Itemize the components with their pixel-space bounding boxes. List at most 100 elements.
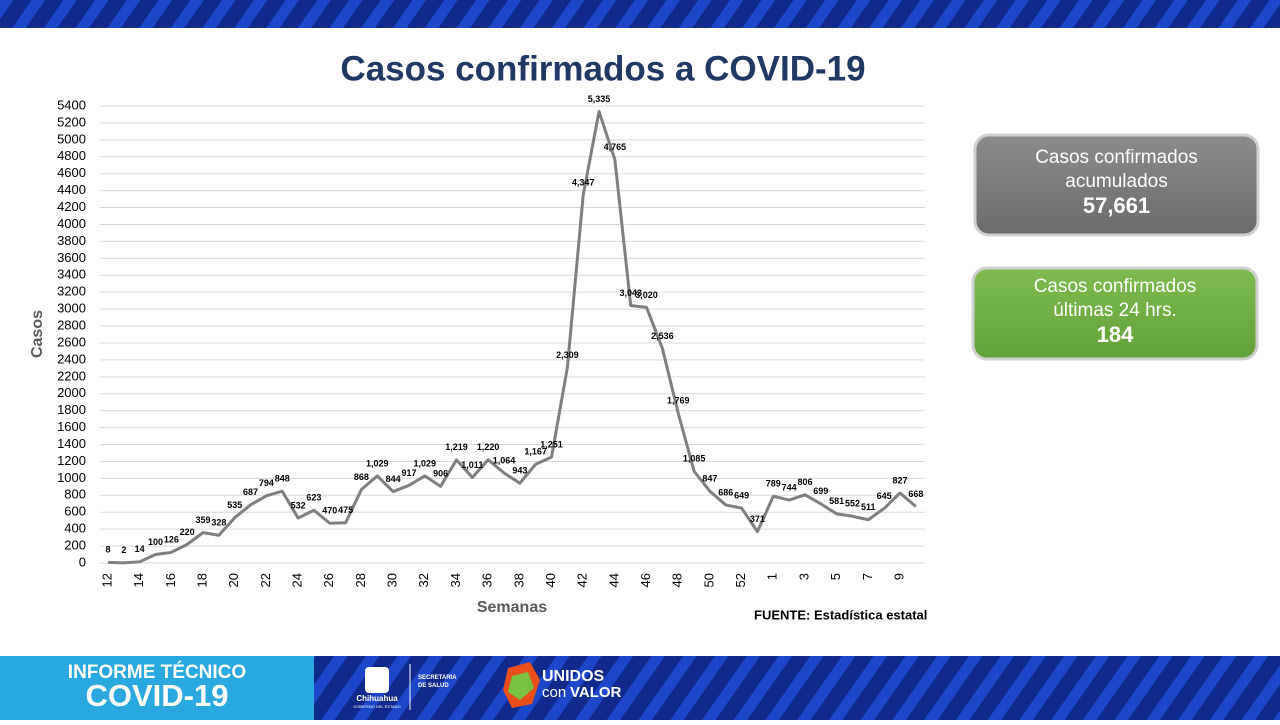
data-label: 8 bbox=[105, 545, 110, 555]
secretariat: SECRETARÍA DE SALUD bbox=[418, 675, 457, 689]
data-label: 220 bbox=[180, 527, 195, 537]
state-map-icon bbox=[508, 672, 534, 700]
y-axis-label: Casos bbox=[29, 310, 46, 358]
y-tick-label: 4800 bbox=[57, 148, 86, 163]
data-label: 100 bbox=[148, 537, 163, 547]
data-label: 4,347 bbox=[572, 177, 595, 187]
data-label: 552 bbox=[845, 499, 860, 509]
data-label: 3,043 bbox=[619, 288, 642, 298]
data-label: 687 bbox=[243, 487, 258, 497]
panel-text: Casos confirmados últimas 24 hrs. 184 bbox=[978, 272, 1252, 347]
y-tick-label: 4400 bbox=[57, 182, 86, 197]
y-tick-label: 2800 bbox=[57, 317, 86, 332]
data-label: 2,309 bbox=[556, 350, 579, 360]
y-tick-label: 4200 bbox=[57, 199, 86, 214]
x-axis-label: Semanas bbox=[477, 599, 547, 616]
y-tick-label: 600 bbox=[64, 504, 86, 519]
x-tick-label: 28 bbox=[353, 573, 368, 587]
x-tick-label: 22 bbox=[258, 573, 273, 587]
y-tick-label: 3200 bbox=[57, 284, 86, 299]
y-tick-label: 5000 bbox=[57, 131, 86, 146]
x-tick-label: 34 bbox=[448, 573, 463, 587]
y-tick-label: 1200 bbox=[57, 453, 86, 468]
panel-value: 184 bbox=[1096, 322, 1134, 347]
data-label: 14 bbox=[135, 544, 145, 554]
data-label: 789 bbox=[766, 479, 781, 489]
data-label: 1,085 bbox=[683, 454, 706, 464]
x-tick-label: 32 bbox=[416, 573, 431, 587]
y-tick-label: 1000 bbox=[57, 470, 86, 485]
x-tick-label: 18 bbox=[194, 573, 209, 587]
data-label: 1,167 bbox=[524, 447, 547, 457]
data-label: 806 bbox=[797, 477, 812, 487]
panel-text: Casos confirmados acumulados 57,661 bbox=[980, 140, 1253, 218]
data-label: 4,765 bbox=[604, 142, 627, 152]
y-tick-label: 1800 bbox=[57, 402, 86, 417]
data-label: 1,251 bbox=[540, 440, 563, 450]
y-tick-label: 5400 bbox=[57, 97, 86, 112]
data-label: 475 bbox=[338, 505, 353, 515]
data-label: 535 bbox=[227, 500, 242, 510]
slogan-word: con bbox=[542, 684, 566, 701]
panel-box bbox=[973, 133, 1260, 237]
x-tick-label: 3 bbox=[796, 573, 811, 580]
data-label: 1,011 bbox=[461, 460, 483, 470]
x-tick-label: 26 bbox=[321, 573, 336, 587]
panel-title: Casos confirmados últimas 24 hrs. bbox=[1033, 276, 1197, 321]
report-badge bbox=[0, 656, 314, 720]
panel: Casos confirmados acumulados 57,661 bbox=[980, 140, 1253, 218]
y-tick-label: 4000 bbox=[57, 216, 86, 231]
slogan-word: VALOR bbox=[570, 684, 622, 701]
data-label: 1,220 bbox=[477, 442, 500, 452]
data-label: 3,020 bbox=[635, 290, 658, 300]
x-tick-label: 30 bbox=[385, 573, 400, 587]
y-tick-label: 3600 bbox=[57, 250, 86, 265]
data-label: 511 bbox=[861, 502, 876, 512]
x-tick-label: 14 bbox=[131, 573, 146, 587]
y-tick-label: 1600 bbox=[57, 419, 86, 434]
data-label: 827 bbox=[892, 475, 907, 485]
data-label: 917 bbox=[401, 468, 416, 478]
panel: Casos confirmados últimas 24 hrs. 184 bbox=[978, 272, 1252, 347]
data-label: 581 bbox=[829, 496, 844, 506]
data-label: 645 bbox=[877, 491, 892, 501]
data-label: 847 bbox=[702, 474, 717, 484]
data-label: 1,029 bbox=[414, 458, 437, 468]
x-tick-label: 48 bbox=[670, 573, 685, 587]
y-tick-label: 5200 bbox=[57, 114, 86, 129]
x-tick-label: 36 bbox=[480, 573, 495, 587]
data-line bbox=[107, 110, 917, 565]
data-label: 1,219 bbox=[445, 442, 468, 452]
state-government: GOBIERNO DEL ESTADO bbox=[353, 704, 401, 709]
x-tick-label: 40 bbox=[543, 573, 558, 587]
x-tick-label: 5 bbox=[828, 573, 843, 580]
data-label: 1,769 bbox=[667, 396, 690, 406]
state-name: Chihuahua bbox=[356, 694, 398, 703]
y-tick-label: 3400 bbox=[57, 267, 86, 282]
data-label: 794 bbox=[259, 478, 274, 488]
y-tick-label: 800 bbox=[64, 487, 86, 502]
y-tick-label: 2200 bbox=[57, 368, 86, 383]
y-tick-label: 4600 bbox=[57, 165, 86, 180]
secretariat-text: SECRETARÍA DE SALUD bbox=[418, 675, 457, 689]
y-tick-label: 3800 bbox=[57, 233, 86, 248]
data-label: 649 bbox=[734, 490, 749, 500]
x-tick-label: 42 bbox=[575, 573, 590, 587]
panel-value: 57,661 bbox=[1082, 193, 1151, 218]
x-tick-label: 20 bbox=[226, 573, 241, 587]
x-tick-label: 50 bbox=[701, 573, 716, 587]
report-label: INFORME TÉCNICO bbox=[68, 661, 246, 683]
data-label: 532 bbox=[291, 500, 306, 510]
y-tick-label: 0 bbox=[79, 554, 86, 569]
panel-box bbox=[971, 266, 1259, 361]
data-label: 470 bbox=[322, 506, 337, 516]
data-label: 906 bbox=[433, 469, 448, 479]
y-tick-label: 200 bbox=[64, 538, 86, 553]
x-tick-label: 9 bbox=[891, 573, 906, 580]
data-label: 1,029 bbox=[366, 458, 389, 468]
y-tick-label: 3000 bbox=[57, 301, 86, 316]
x-tick-label: 52 bbox=[733, 573, 748, 587]
x-tick-label: 38 bbox=[511, 573, 526, 587]
x-tick-label: 24 bbox=[290, 573, 305, 587]
